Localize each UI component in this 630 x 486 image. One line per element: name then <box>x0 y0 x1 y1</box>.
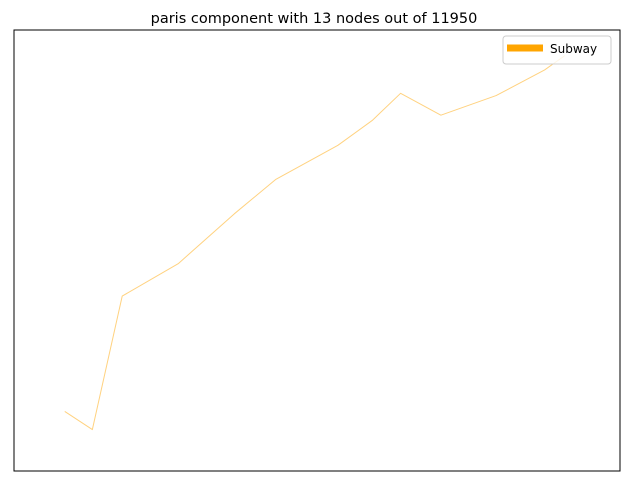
data-point-subway-3 <box>178 263 179 264</box>
data-point-subway-10 <box>496 95 497 96</box>
series-line-subway <box>64 55 566 431</box>
plot-area <box>13 29 621 472</box>
data-point-subway-6 <box>338 145 339 146</box>
data-point-subway-9 <box>440 115 441 116</box>
data-point-subway-0 <box>64 411 65 412</box>
series-layer <box>64 55 566 431</box>
legend: Subway <box>502 35 612 65</box>
data-point-subway-11 <box>544 70 545 71</box>
data-point-subway-4 <box>234 214 235 215</box>
data-point-subway-2 <box>122 296 123 297</box>
data-point-subway-5 <box>276 179 277 180</box>
data-point-subway-1 <box>92 429 93 430</box>
legend-box <box>502 35 612 65</box>
chart-title: paris component with 13 nodes out of 119… <box>151 11 478 27</box>
data-point-subway-7 <box>372 120 373 121</box>
legend-label-subway: Subway <box>550 42 597 56</box>
data-point-subway-8 <box>400 93 401 94</box>
